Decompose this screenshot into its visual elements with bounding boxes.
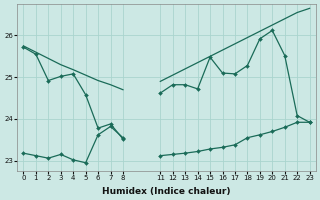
X-axis label: Humidex (Indice chaleur): Humidex (Indice chaleur): [102, 187, 231, 196]
